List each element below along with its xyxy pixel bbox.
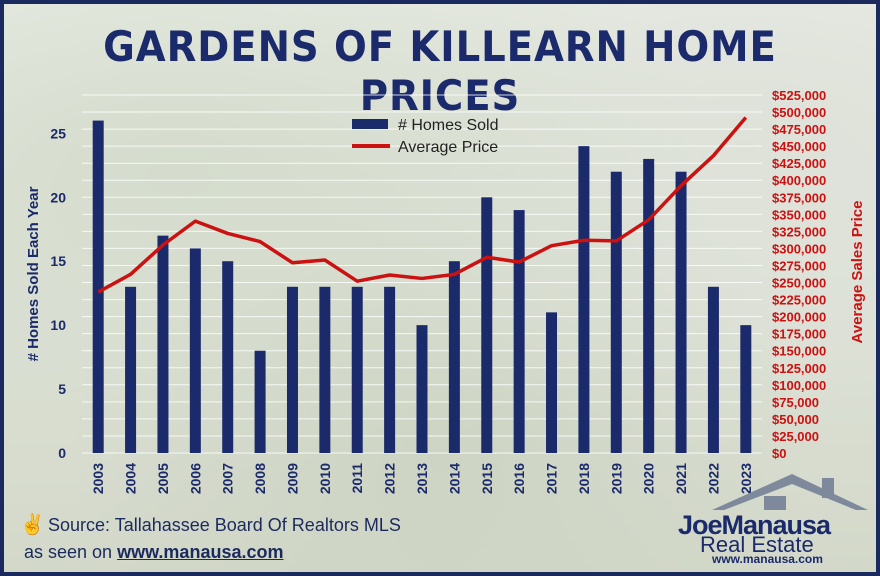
- bar: [610, 171, 622, 453]
- logo-url: www.manausa.com: [712, 552, 823, 566]
- bar: [481, 197, 493, 453]
- y-right-tick-label: $200,000: [772, 310, 826, 325]
- average-price-line: [97, 116, 748, 294]
- y-right-tick-label: $500,000: [772, 105, 826, 120]
- x-tick-label: 2020: [641, 463, 657, 494]
- y-right-tick-label: $425,000: [772, 156, 826, 171]
- x-tick-label: 2017: [544, 463, 560, 494]
- bar: [189, 248, 201, 453]
- y-right-tick-label: $25,000: [772, 429, 819, 444]
- bar: [125, 286, 137, 453]
- x-tick-label: 2014: [446, 463, 462, 494]
- bar: [546, 312, 558, 453]
- y-right-tick-label: $75,000: [772, 395, 819, 410]
- x-tick-label: 2012: [382, 463, 398, 494]
- bar: [643, 158, 655, 453]
- y-right-axis-title: Average Sales Price: [849, 201, 866, 344]
- bar: [740, 325, 752, 453]
- bar: [351, 286, 363, 453]
- y-right-tick-label: $0: [772, 446, 786, 461]
- y-right-tick-label: $275,000: [772, 258, 826, 273]
- legend-label-line: Average Price: [398, 139, 498, 156]
- bar: [254, 350, 266, 453]
- y-right-tick-label: $475,000: [772, 122, 826, 137]
- x-tick-label: 2021: [673, 463, 689, 494]
- bar: [707, 286, 719, 453]
- legend-swatch-bars: [352, 119, 388, 129]
- y-right-tick-label: $400,000: [772, 173, 826, 188]
- bar: [222, 261, 234, 453]
- y-right-tick-label: $325,000: [772, 224, 826, 239]
- x-tick-label: 2015: [479, 463, 495, 494]
- bar: [513, 210, 525, 453]
- logo-tagline: Real Estate: [700, 532, 814, 557]
- y-right-tick-label: $525,000: [772, 88, 826, 103]
- y-tick-label: 10: [50, 317, 66, 333]
- bar: [92, 120, 104, 454]
- x-tick-label: 2007: [220, 463, 236, 494]
- bar: [319, 286, 331, 453]
- x-tick-label: 2004: [123, 463, 139, 494]
- hand-icon: ✌: [20, 514, 45, 536]
- y-tick-label: 0: [58, 445, 66, 461]
- x-tick-label: 2010: [317, 463, 333, 494]
- source-note: Source: Tallahassee Board Of Realtors ML…: [48, 515, 401, 535]
- x-tick-label: 2006: [187, 463, 203, 494]
- y-tick-label: 15: [50, 253, 66, 269]
- bar: [675, 171, 687, 453]
- x-tick-label: 2022: [705, 463, 721, 494]
- y-right-tick-label: $150,000: [772, 344, 826, 359]
- bar: [286, 286, 298, 453]
- seen-on-prefix: as seen on: [24, 542, 113, 562]
- x-tick-label: 2018: [576, 463, 592, 494]
- x-tick-label: 2005: [155, 463, 171, 494]
- y-right-tick-label: $175,000: [772, 327, 826, 342]
- bar: [157, 235, 169, 453]
- y-right-tick-label: $375,000: [772, 190, 826, 205]
- x-tick-label: 2009: [284, 463, 300, 494]
- y-right-tick-label: $350,000: [772, 207, 826, 222]
- background-veil: [4, 4, 876, 572]
- seen-on-note: as seen on www.manausa.com: [24, 542, 283, 563]
- y-right-tick-label: $50,000: [772, 412, 819, 427]
- bar: [384, 286, 396, 453]
- brand-logo: JoeManausa Real Estate www.manausa.com: [672, 470, 868, 566]
- house-roof-icon: [712, 474, 868, 510]
- y-axis-title: # Homes Sold Each Year: [25, 186, 42, 361]
- logo-name: JoeManausa: [678, 510, 831, 540]
- bar: [416, 325, 428, 453]
- x-tick-label: 2013: [414, 463, 430, 494]
- legend-label-bars: # Homes Sold: [398, 117, 499, 134]
- x-tick-label: 2003: [90, 463, 106, 494]
- bar: [578, 146, 590, 453]
- y-tick-label: 5: [58, 381, 66, 397]
- x-tick-label: 2011: [349, 463, 365, 494]
- x-tick-label: 2008: [252, 463, 268, 494]
- x-tick-label: 2019: [608, 463, 624, 494]
- bar: [448, 261, 460, 453]
- y-right-tick-label: $250,000: [772, 276, 826, 291]
- y-right-tick-label: $450,000: [772, 139, 826, 154]
- y-right-tick-label: $300,000: [772, 241, 826, 256]
- y-right-tick-label: $100,000: [772, 378, 826, 393]
- y-tick-label: 20: [50, 189, 66, 205]
- y-right-tick-label: $225,000: [772, 293, 826, 308]
- y-tick-label: 25: [50, 125, 66, 141]
- seen-on-link[interactable]: www.manausa.com: [117, 542, 284, 562]
- x-tick-label: 2016: [511, 463, 527, 494]
- x-tick-label: 2023: [738, 463, 754, 494]
- y-right-tick-label: $125,000: [772, 361, 826, 376]
